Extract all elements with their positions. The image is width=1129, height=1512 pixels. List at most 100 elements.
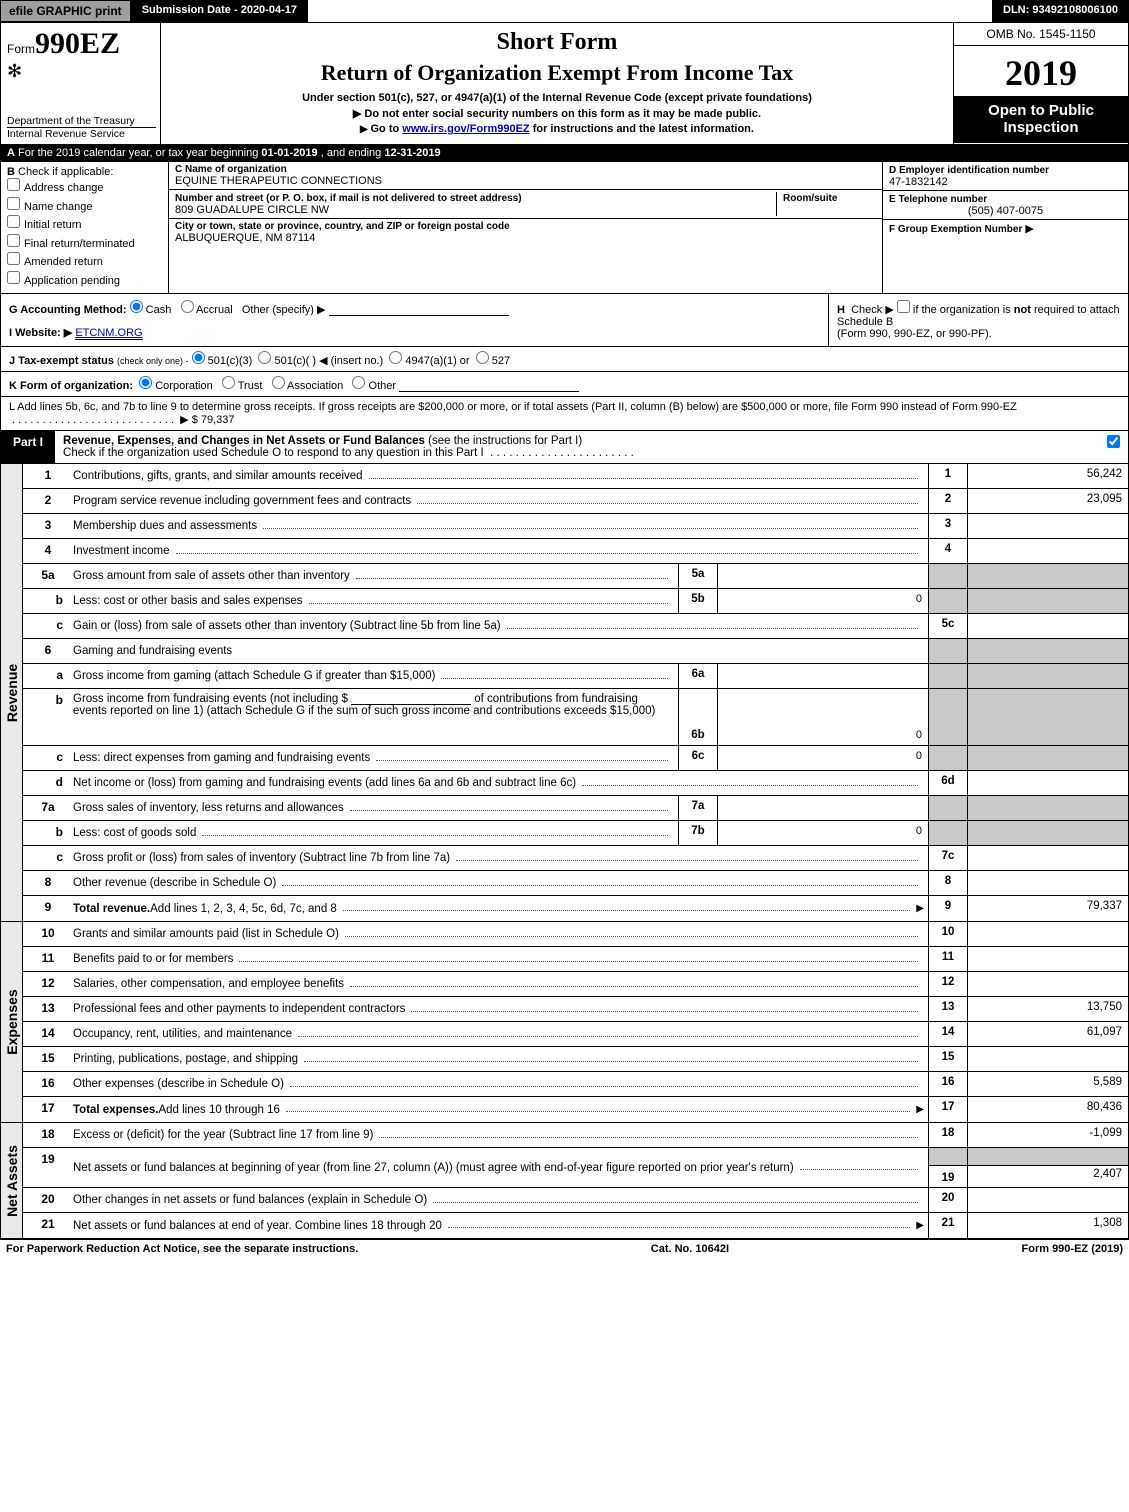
line-2-value: 23,095	[968, 489, 1128, 513]
line-15-value	[968, 1047, 1128, 1071]
check-address-change[interactable]: Address change	[7, 178, 162, 197]
part-1-title: Revenue, Expenses, and Changes in Net As…	[55, 431, 1098, 463]
line-4: 4 Investment income 4	[23, 539, 1128, 564]
l-amount: $ 79,337	[192, 414, 235, 426]
line-6b-contrib-input[interactable]	[351, 695, 471, 705]
line-7a-value	[718, 796, 928, 820]
line-15: 15 Printing, publications, postage, and …	[23, 1047, 1128, 1072]
street-label: Number and street (or P. O. box, if mail…	[175, 193, 522, 204]
line-12: 12 Salaries, other compensation, and emp…	[23, 972, 1128, 997]
check-application-pending[interactable]: Application pending	[7, 271, 162, 290]
open-pub-line2: Inspection	[1003, 119, 1078, 136]
status-527[interactable]: 527	[476, 355, 510, 367]
status-501c[interactable]: 501(c)( ) ◀ (insert no.)	[258, 355, 383, 367]
net-assets-label-strip: Net Assets	[1, 1123, 23, 1238]
row-k-form-org: K Form of organization: Corporation Trus…	[1, 372, 1128, 397]
row-g-h: G Accounting Method: Cash Accrual Other …	[1, 294, 1128, 347]
box-d-e-f: D Employer identification number 47-1832…	[882, 162, 1128, 293]
line-17: 17 Total expenses. Add lines 10 through …	[23, 1097, 1128, 1122]
form-990ez: Form990EZ ✻ Department of the Treasury I…	[0, 22, 1129, 1240]
form-header: Form990EZ ✻ Department of the Treasury I…	[1, 23, 1128, 145]
line-14: 14 Occupancy, rent, utilities, and maint…	[23, 1022, 1128, 1047]
group-exemption-label: F Group Exemption Number	[889, 224, 1022, 235]
open-pub-line1: Open to Public	[988, 102, 1094, 119]
part-1-tab: Part I	[1, 431, 55, 463]
arrow-icon: ▶	[360, 124, 370, 135]
line-14-value: 61,097	[968, 1022, 1128, 1046]
j-hint: (check only one) -	[117, 356, 189, 366]
line-6b: b Gross income from fundraising events (…	[23, 689, 1128, 746]
line-9: 9 Total revenue. Add lines 1, 2, 3, 4, 5…	[23, 896, 1128, 921]
org-other[interactable]: Other	[352, 380, 396, 392]
line-6c-value: 0	[718, 746, 928, 770]
status-4947[interactable]: 4947(a)(1) or	[389, 355, 469, 367]
line-18: 18 Excess or (deficit) for the year (Sub…	[23, 1123, 1128, 1148]
g-label: G Accounting Method:	[9, 304, 127, 316]
l-arrow: ▶	[180, 414, 188, 426]
line-5c: c Gain or (loss) from sale of assets oth…	[23, 614, 1128, 639]
org-trust[interactable]: Trust	[222, 380, 263, 392]
subtitle: Under section 501(c), 527, or 4947(a)(1)…	[171, 92, 943, 104]
check-amended-return[interactable]: Amended return	[7, 252, 162, 271]
check-initial-return[interactable]: Initial return	[7, 215, 162, 234]
line-13-value: 13,750	[968, 997, 1128, 1021]
box-b-caption: Check if applicable:	[18, 166, 113, 178]
part-1-schedule-o-check[interactable]	[1107, 435, 1120, 448]
efile-print-button[interactable]: efile GRAPHIC print	[0, 0, 131, 22]
open-to-public-badge: Open to Public Inspection	[954, 96, 1128, 143]
line-1: 1 Contributions, gifts, grants, and simi…	[23, 464, 1128, 489]
ein-label: D Employer identification number	[889, 165, 1049, 176]
org-association[interactable]: Association	[272, 380, 344, 392]
revenue-section: Revenue 1 Contributions, gifts, grants, …	[1, 464, 1128, 922]
org-other-input[interactable]	[399, 382, 579, 392]
row-j-tax-status: J Tax-exempt status (check only one) - 5…	[1, 347, 1128, 372]
line-6b-value: 0	[718, 689, 928, 745]
goto-prefix: Go to	[371, 123, 403, 135]
omb-number: OMB No. 1545-1150	[954, 23, 1128, 46]
line-13: 13 Professional fees and other payments …	[23, 997, 1128, 1022]
phone-value: (505) 407-0075	[889, 205, 1122, 217]
line-2: 2 Program service revenue including gove…	[23, 489, 1128, 514]
dln-pill: DLN: 93492108006100	[992, 0, 1129, 22]
row-l-gross-receipts: L Add lines 5b, 6c, and 7b to line 9 to …	[1, 397, 1128, 430]
catalog-number: Cat. No. 10642I	[651, 1243, 729, 1255]
row-a-letter: A	[7, 147, 15, 159]
h-label: H	[837, 304, 845, 316]
short-form-title: Short Form	[171, 29, 943, 56]
expenses-section: Expenses 10 Grants and similar amounts p…	[1, 922, 1128, 1123]
check-name-change[interactable]: Name change	[7, 197, 162, 216]
line-11-value	[968, 947, 1128, 971]
form-title-block: Short Form Return of Organization Exempt…	[161, 23, 953, 144]
h-text-d: (Form 990, 990-EZ, or 990-PF).	[837, 328, 992, 340]
org-info-block: B Check if applicable: Address change Na…	[1, 162, 1128, 294]
line-11: 11 Benefits paid to or for members 11	[23, 947, 1128, 972]
box-b-checkboxes: B Check if applicable: Address change Na…	[1, 162, 169, 293]
accounting-cash[interactable]: Cash	[130, 304, 172, 316]
net-assets-section: Net Assets 18 Excess or (deficit) for th…	[1, 1123, 1128, 1239]
line-5c-value	[968, 614, 1128, 638]
check-final-return[interactable]: Final return/terminated	[7, 234, 162, 253]
line-9-value: 79,337	[968, 896, 1128, 921]
line-7b: b Less: cost of goods sold 7b 0	[23, 821, 1128, 846]
city-label: City or town, state or province, country…	[175, 221, 876, 232]
website-link[interactable]: ETCNM.ORG	[75, 327, 142, 340]
revenue-label-strip: Revenue	[1, 464, 23, 921]
return-title: Return of Organization Exempt From Incom…	[171, 60, 943, 86]
status-501c3[interactable]: 501(c)(3)	[192, 355, 253, 367]
line-3: 3 Membership dues and assessments 3	[23, 514, 1128, 539]
accounting-other-input[interactable]	[329, 306, 509, 316]
line-7a: 7a Gross sales of inventory, less return…	[23, 796, 1128, 821]
box-c-org-address: C Name of organization EQUINE THERAPEUTI…	[169, 162, 882, 293]
line-4-value	[968, 539, 1128, 563]
accounting-accrual[interactable]: Accrual	[181, 304, 233, 316]
line-6a: a Gross income from gaming (attach Sched…	[23, 664, 1128, 689]
paperwork-notice: For Paperwork Reduction Act Notice, see …	[6, 1243, 358, 1255]
instructions-link[interactable]: www.irs.gov/Form990EZ	[402, 123, 529, 135]
ein-value: 47-1832142	[889, 176, 948, 188]
h-checkbox[interactable]	[897, 300, 910, 313]
line-5b-value: 0	[718, 589, 928, 613]
goto-suffix: for instructions and the latest informat…	[533, 123, 754, 135]
org-corporation[interactable]: Corporation	[139, 380, 213, 392]
line-6: 6 Gaming and fundraising events	[23, 639, 1128, 664]
h-text-b: if the organization is	[913, 304, 1014, 316]
